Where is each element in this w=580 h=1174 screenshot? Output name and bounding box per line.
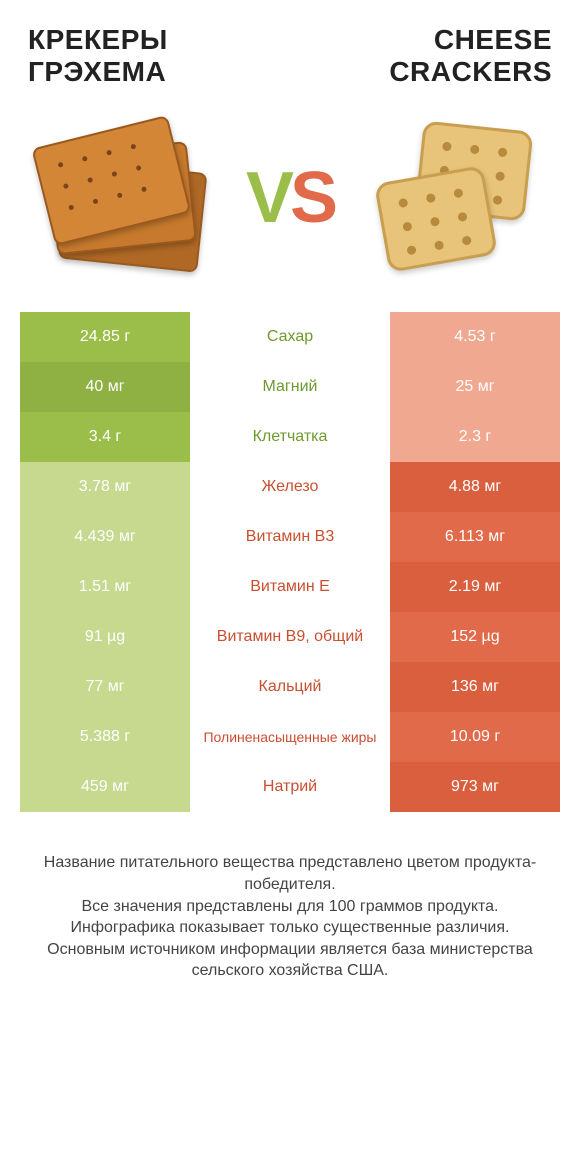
table-row: 24.85 гСахар4.53 г bbox=[20, 312, 560, 362]
left-value: 3.4 г bbox=[20, 412, 190, 462]
nutrient-label: Кальций bbox=[190, 662, 390, 712]
left-value: 5.388 г bbox=[20, 712, 190, 762]
title-left-line2: ГРЭХЕМА bbox=[28, 56, 168, 88]
left-value: 77 мг bbox=[20, 662, 190, 712]
nutrition-table: 24.85 гСахар4.53 г40 мгМагний25 мг3.4 гК… bbox=[20, 312, 560, 812]
left-value: 91 µg bbox=[20, 612, 190, 662]
title-right: CHEESE CRACKERS bbox=[389, 24, 552, 88]
left-value: 40 мг bbox=[20, 362, 190, 412]
right-value: 6.113 мг bbox=[390, 512, 560, 562]
nutrient-label: Железо bbox=[190, 462, 390, 512]
footer-notes: Название питательного вещества представл… bbox=[30, 852, 550, 982]
hero: VS bbox=[0, 98, 580, 306]
vs-v: V bbox=[246, 158, 290, 238]
right-value: 136 мг bbox=[390, 662, 560, 712]
table-row: 3.4 гКлетчатка2.3 г bbox=[20, 412, 560, 462]
vs-s: S bbox=[290, 158, 334, 238]
nutrient-label: Сахар bbox=[190, 312, 390, 362]
table-row: 91 µgВитамин B9, общий152 µg bbox=[20, 612, 560, 662]
table-row: 40 мгМагний25 мг bbox=[20, 362, 560, 412]
right-value: 152 µg bbox=[390, 612, 560, 662]
nutrient-label: Витамин B3 bbox=[190, 512, 390, 562]
footer-line-3: Инфографика показывает только существенн… bbox=[30, 917, 550, 939]
right-value: 4.88 мг bbox=[390, 462, 560, 512]
nutrient-label: Полиненасыщенные жиры bbox=[190, 712, 390, 762]
table-row: 77 мгКальций136 мг bbox=[20, 662, 560, 712]
title-right-line1: CHEESE bbox=[389, 24, 552, 56]
left-value: 24.85 г bbox=[20, 312, 190, 362]
right-value: 25 мг bbox=[390, 362, 560, 412]
left-value: 1.51 мг bbox=[20, 562, 190, 612]
table-row: 5.388 гПолиненасыщенные жиры10.09 г bbox=[20, 712, 560, 762]
table-row: 1.51 мгВитамин E2.19 мг bbox=[20, 562, 560, 612]
table-row: 459 мгНатрий973 мг bbox=[20, 762, 560, 812]
footer-line-2: Все значения представлены для 100 граммо… bbox=[30, 896, 550, 918]
right-value: 10.09 г bbox=[390, 712, 560, 762]
footer-line-4: Основным источником информации является … bbox=[30, 939, 550, 982]
nutrient-label: Витамин E bbox=[190, 562, 390, 612]
title-right-line2: CRACKERS bbox=[389, 56, 552, 88]
nutrient-label: Магний bbox=[190, 362, 390, 412]
nutrient-label: Витамин B9, общий bbox=[190, 612, 390, 662]
nutrient-label: Натрий bbox=[190, 762, 390, 812]
right-value: 4.53 г bbox=[390, 312, 560, 362]
right-value: 2.3 г bbox=[390, 412, 560, 462]
right-value: 2.19 мг bbox=[390, 562, 560, 612]
right-value: 973 мг bbox=[390, 762, 560, 812]
left-value: 459 мг bbox=[20, 762, 190, 812]
graham-crackers-image bbox=[24, 108, 224, 288]
left-value: 3.78 мг bbox=[20, 462, 190, 512]
title-left: КРЕКЕРЫ ГРЭХЕМА bbox=[28, 24, 168, 88]
nutrient-label: Клетчатка bbox=[190, 412, 390, 462]
cheese-crackers-image bbox=[356, 108, 556, 288]
header: КРЕКЕРЫ ГРЭХЕМА CHEESE CRACKERS bbox=[0, 0, 580, 98]
title-left-line1: КРЕКЕРЫ bbox=[28, 24, 168, 56]
left-value: 4.439 мг bbox=[20, 512, 190, 562]
table-row: 3.78 мгЖелезо4.88 мг bbox=[20, 462, 560, 512]
footer-line-1: Название питательного вещества представл… bbox=[30, 852, 550, 895]
table-row: 4.439 мгВитамин B36.113 мг bbox=[20, 512, 560, 562]
vs-label: VS bbox=[246, 157, 334, 239]
